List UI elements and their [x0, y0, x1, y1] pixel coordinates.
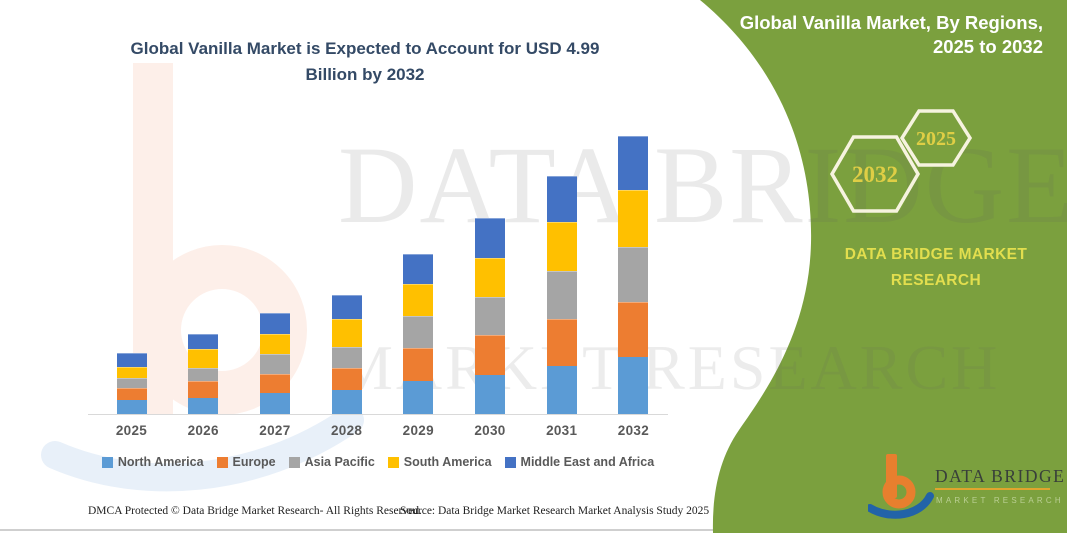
bar-segment-2028-europe	[331, 368, 362, 391]
bar-segment-2026-europe	[188, 381, 219, 398]
legend-marker	[216, 456, 228, 468]
x-axis-label-2029: 2029	[402, 423, 434, 438]
bar-segment-2027-north-america	[259, 392, 290, 414]
x-axis-label-2030: 2030	[474, 423, 506, 438]
bar-segment-2030-north-america	[475, 375, 505, 414]
panel-brand-line1: DATA BRIDGE MARKET	[844, 246, 1028, 263]
bar-segment-2030-asia-pacific	[475, 296, 505, 335]
bar-segment-2025-south-america	[116, 366, 147, 379]
bar-segment-2028-asia-pacific	[331, 346, 362, 369]
hexagon-2025-label: 2025	[916, 128, 956, 150]
x-axis-label-2028: 2028	[330, 423, 363, 438]
footer-copyright: DMCA Protected © Data Bridge Market Rese…	[88, 505, 422, 517]
bar-segment-2026-middle-east-and-africa	[188, 333, 219, 350]
legend-label: North America	[117, 455, 204, 469]
bar-segment-2031-north-america	[546, 366, 577, 414]
stacked-bar-2030	[475, 217, 505, 414]
bar-segment-2028-south-america	[331, 319, 362, 347]
x-axis-label-2031: 2031	[546, 423, 578, 438]
legend-item-europe: Europe	[216, 455, 276, 469]
logo-subtitle-text: MARKET RESEARCH	[936, 496, 1063, 505]
bar-segment-2028-north-america	[331, 390, 362, 414]
bar-segment-2031-south-america	[546, 222, 577, 271]
legend-label: Middle East and Africa	[520, 455, 655, 469]
hexagon-2032-label: 2032	[852, 162, 898, 187]
bar-segment-2027-middle-east-and-africa	[259, 312, 290, 335]
panel-heading-line1: Global Vanilla Market, By Regions,	[739, 12, 1043, 33]
legend-marker	[504, 456, 516, 468]
bar-segment-2026-south-america	[188, 349, 219, 368]
panel-brand-text: DATA BRIDGE MARKET RESEARCH	[830, 242, 1042, 295]
legend-label: Asia Pacific	[304, 455, 375, 469]
legend-item-north-america: North America	[101, 455, 204, 469]
x-axis-labels: 2025 2026 2027 2028 2029 2030 2031 2032	[88, 423, 668, 441]
bar-segment-2027-south-america	[259, 334, 290, 355]
panel-brand-line2: RESEARCH	[890, 272, 982, 290]
bar-segment-2026-asia-pacific	[188, 367, 219, 382]
bar-segment-2025-asia-pacific	[116, 378, 147, 389]
x-axis-label-2032: 2032	[617, 423, 649, 438]
hexagon-2032	[829, 135, 921, 213]
bar-segment-2029-europe	[403, 347, 434, 382]
legend-marker	[101, 456, 113, 468]
stacked-bar-2031	[546, 175, 577, 414]
bar-segment-2026-north-america	[188, 397, 219, 414]
bar-segment-2031-asia-pacific	[546, 270, 577, 319]
bar-segment-2027-asia-pacific	[259, 354, 290, 375]
green-panel-shape	[700, 0, 1067, 533]
plot-area	[88, 130, 668, 415]
bar-segment-2029-south-america	[403, 284, 434, 316]
bar-segment-2030-europe	[475, 334, 505, 376]
bar-segment-2032-south-america	[618, 190, 649, 247]
company-logo: DATA BRIDGE MARKET RESEARCH	[868, 454, 1063, 519]
stacked-bar-2029	[403, 254, 434, 414]
bar-segment-2029-north-america	[403, 381, 434, 414]
bar-segment-2030-middle-east-and-africa	[475, 217, 505, 258]
logo-b-bowl	[882, 475, 916, 509]
legend-marker	[288, 456, 300, 468]
bar-segment-2031-europe	[546, 318, 577, 367]
logo-swoosh	[868, 492, 934, 519]
stacked-bar-2028	[331, 294, 362, 414]
bar-segment-2031-middle-east-and-africa	[546, 175, 577, 223]
legend-item-middle-east-and-africa: Middle East and Africa	[504, 455, 655, 469]
x-axis-label-2027: 2027	[259, 423, 291, 438]
legend-label: Europe	[232, 455, 276, 469]
bar-segment-2025-north-america	[116, 400, 147, 414]
hexagon-badges: 2032 2025	[829, 109, 973, 213]
x-axis-label-2026: 2026	[187, 423, 219, 438]
legend-marker	[387, 456, 399, 468]
panel-heading-line2: 2025 to 2032	[932, 36, 1043, 58]
bottom-divider-line	[0, 529, 1067, 531]
chart-title: Global Vanilla Market is Expected to Acc…	[70, 36, 660, 89]
bar-segment-2032-north-america	[618, 357, 649, 414]
stacked-bar-2027	[259, 312, 290, 414]
stacked-bar-2025	[116, 353, 147, 414]
chart-title-line2: Billion by 2032	[305, 65, 425, 85]
bar-segment-2027-europe	[259, 374, 290, 393]
chart-title-line1: Global Vanilla Market is Expected to Acc…	[130, 39, 600, 58]
footer-source: Source: Data Bridge Market Research Mark…	[400, 505, 710, 517]
bar-segment-2032-middle-east-and-africa	[618, 136, 649, 191]
bar-segment-2029-middle-east-and-africa	[403, 254, 434, 285]
bar-segment-2030-south-america	[475, 257, 505, 297]
chart-legend: North America Europe Asia Pacific South Ame…	[88, 455, 668, 469]
bar-segment-2025-middle-east-and-africa	[116, 353, 147, 367]
panel-heading: Global Vanilla Market, By Regions, 2025 …	[713, 11, 1043, 60]
legend-item-asia-pacific: Asia Pacific	[288, 455, 375, 469]
stacked-bar-2026	[188, 333, 219, 414]
bar-segment-2032-asia-pacific	[618, 246, 649, 303]
x-axis-label-2025: 2025	[115, 423, 148, 438]
bar-segment-2032-europe	[618, 302, 649, 358]
bar-segment-2028-middle-east-and-africa	[331, 294, 362, 320]
bar-segment-2025-europe	[116, 388, 147, 401]
legend-label: South America	[403, 455, 492, 469]
bar-segment-2029-asia-pacific	[403, 316, 434, 348]
stacked-bar-2032	[618, 136, 649, 414]
hexagon-2025	[899, 109, 973, 167]
logo-name-text: DATA BRIDGE	[935, 466, 1063, 486]
legend-item-south-america: South America	[387, 455, 492, 469]
